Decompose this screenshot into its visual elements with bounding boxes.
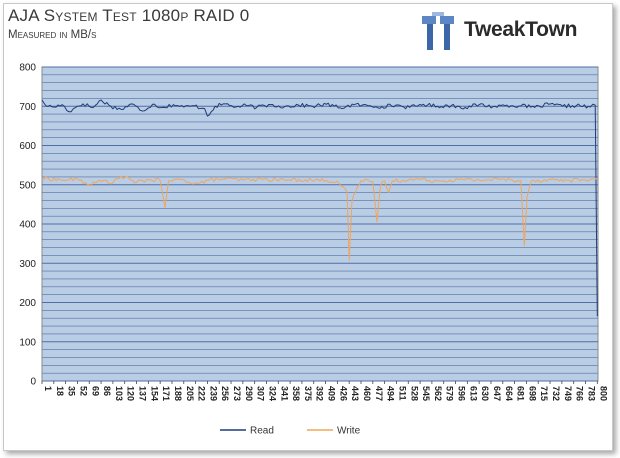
- x-tick-label: 256: [220, 386, 230, 401]
- x-tick-label: 392: [315, 386, 325, 401]
- y-tick-label: 200: [19, 298, 36, 309]
- y-tick-label: 400: [19, 220, 36, 231]
- x-tick-label: 477: [374, 386, 384, 401]
- x-tick-label: 154: [149, 386, 159, 401]
- x-tick-label: 630: [480, 386, 490, 401]
- x-tick-label: 511: [397, 386, 407, 401]
- x-tick-label: 766: [575, 386, 585, 401]
- legend-label-write: Write: [337, 426, 361, 437]
- y-axis-ticks: 0 100 200 300 400 500 600 700 800: [19, 63, 36, 388]
- x-tick-label: 222: [197, 386, 207, 401]
- y-tick-label: 0: [30, 377, 36, 388]
- x-tick-label: 698: [527, 386, 537, 401]
- x-tick-label: 579: [445, 386, 455, 401]
- x-tick-label: 341: [279, 386, 289, 401]
- x-tick-label: 783: [586, 386, 596, 401]
- x-tick-label: 35: [67, 386, 77, 396]
- chart-title: AJA System Test 1080p RAID 0: [8, 6, 250, 25]
- x-tick-label: 647: [492, 386, 502, 401]
- x-tick-label: 18: [55, 386, 65, 396]
- y-tick-label: 600: [19, 141, 36, 152]
- series-line-read: [41, 99, 598, 317]
- x-tick-label: 613: [468, 386, 478, 401]
- x-tick-label: 681: [516, 386, 526, 401]
- legend-label-read: Read: [250, 426, 274, 437]
- x-tick-label: 120: [126, 386, 136, 401]
- x-tick-label: 375: [303, 386, 313, 401]
- x-tick-label: 52: [78, 386, 88, 396]
- x-tick-label: 494: [386, 386, 396, 401]
- chart-subtitle: Measured in MB/s: [8, 29, 97, 41]
- x-tick-label: 358: [291, 386, 301, 401]
- series-line-write: [41, 175, 598, 261]
- x-tick-label: 732: [551, 386, 561, 401]
- x-tick-label: 715: [539, 386, 549, 401]
- x-tick-label: 324: [267, 386, 277, 401]
- x-tick-label: 69: [90, 386, 100, 396]
- x-tick-label: 137: [138, 386, 148, 401]
- legend: Read Write: [220, 426, 361, 437]
- series-group: [41, 99, 598, 317]
- x-tick-label: 460: [362, 386, 372, 401]
- x-tick-label: 103: [114, 386, 124, 401]
- x-tick-label: 205: [185, 386, 195, 401]
- y-tick-label: 800: [19, 63, 36, 74]
- x-tick-label: 545: [421, 386, 431, 401]
- x-axis-ticks: 1 18 35 52 69 86 103 120 137 154 171 188 205 222 239 25…: [41, 381, 608, 401]
- x-tick-label: 307: [256, 386, 266, 401]
- tweaktown-logo-icon: [422, 12, 454, 50]
- x-tick-label: 290: [244, 386, 254, 401]
- x-tick-label: 749: [563, 386, 573, 401]
- y-tick-label: 500: [19, 180, 36, 191]
- x-tick-label: 273: [232, 386, 242, 401]
- x-tick-label: 188: [173, 386, 183, 401]
- x-tick-label: 426: [338, 386, 348, 401]
- x-tick-label: 800: [598, 386, 608, 401]
- x-tick-label: 528: [409, 386, 419, 401]
- x-tick-label: 443: [350, 386, 360, 401]
- x-tick-label: 239: [208, 386, 218, 401]
- x-tick-label: 409: [327, 386, 337, 401]
- x-tick-label: 1: [43, 386, 53, 391]
- x-tick-label: 171: [161, 386, 171, 401]
- y-tick-label: 100: [19, 337, 36, 348]
- gridlines: [42, 66, 598, 382]
- x-tick-label: 596: [457, 386, 467, 401]
- x-tick-label: 86: [102, 386, 112, 396]
- brand-name: TweakTown: [464, 18, 578, 41]
- x-tick-label: 562: [433, 386, 443, 401]
- y-tick-label: 700: [19, 102, 36, 113]
- y-tick-label: 300: [19, 259, 36, 270]
- x-tick-label: 664: [504, 386, 514, 401]
